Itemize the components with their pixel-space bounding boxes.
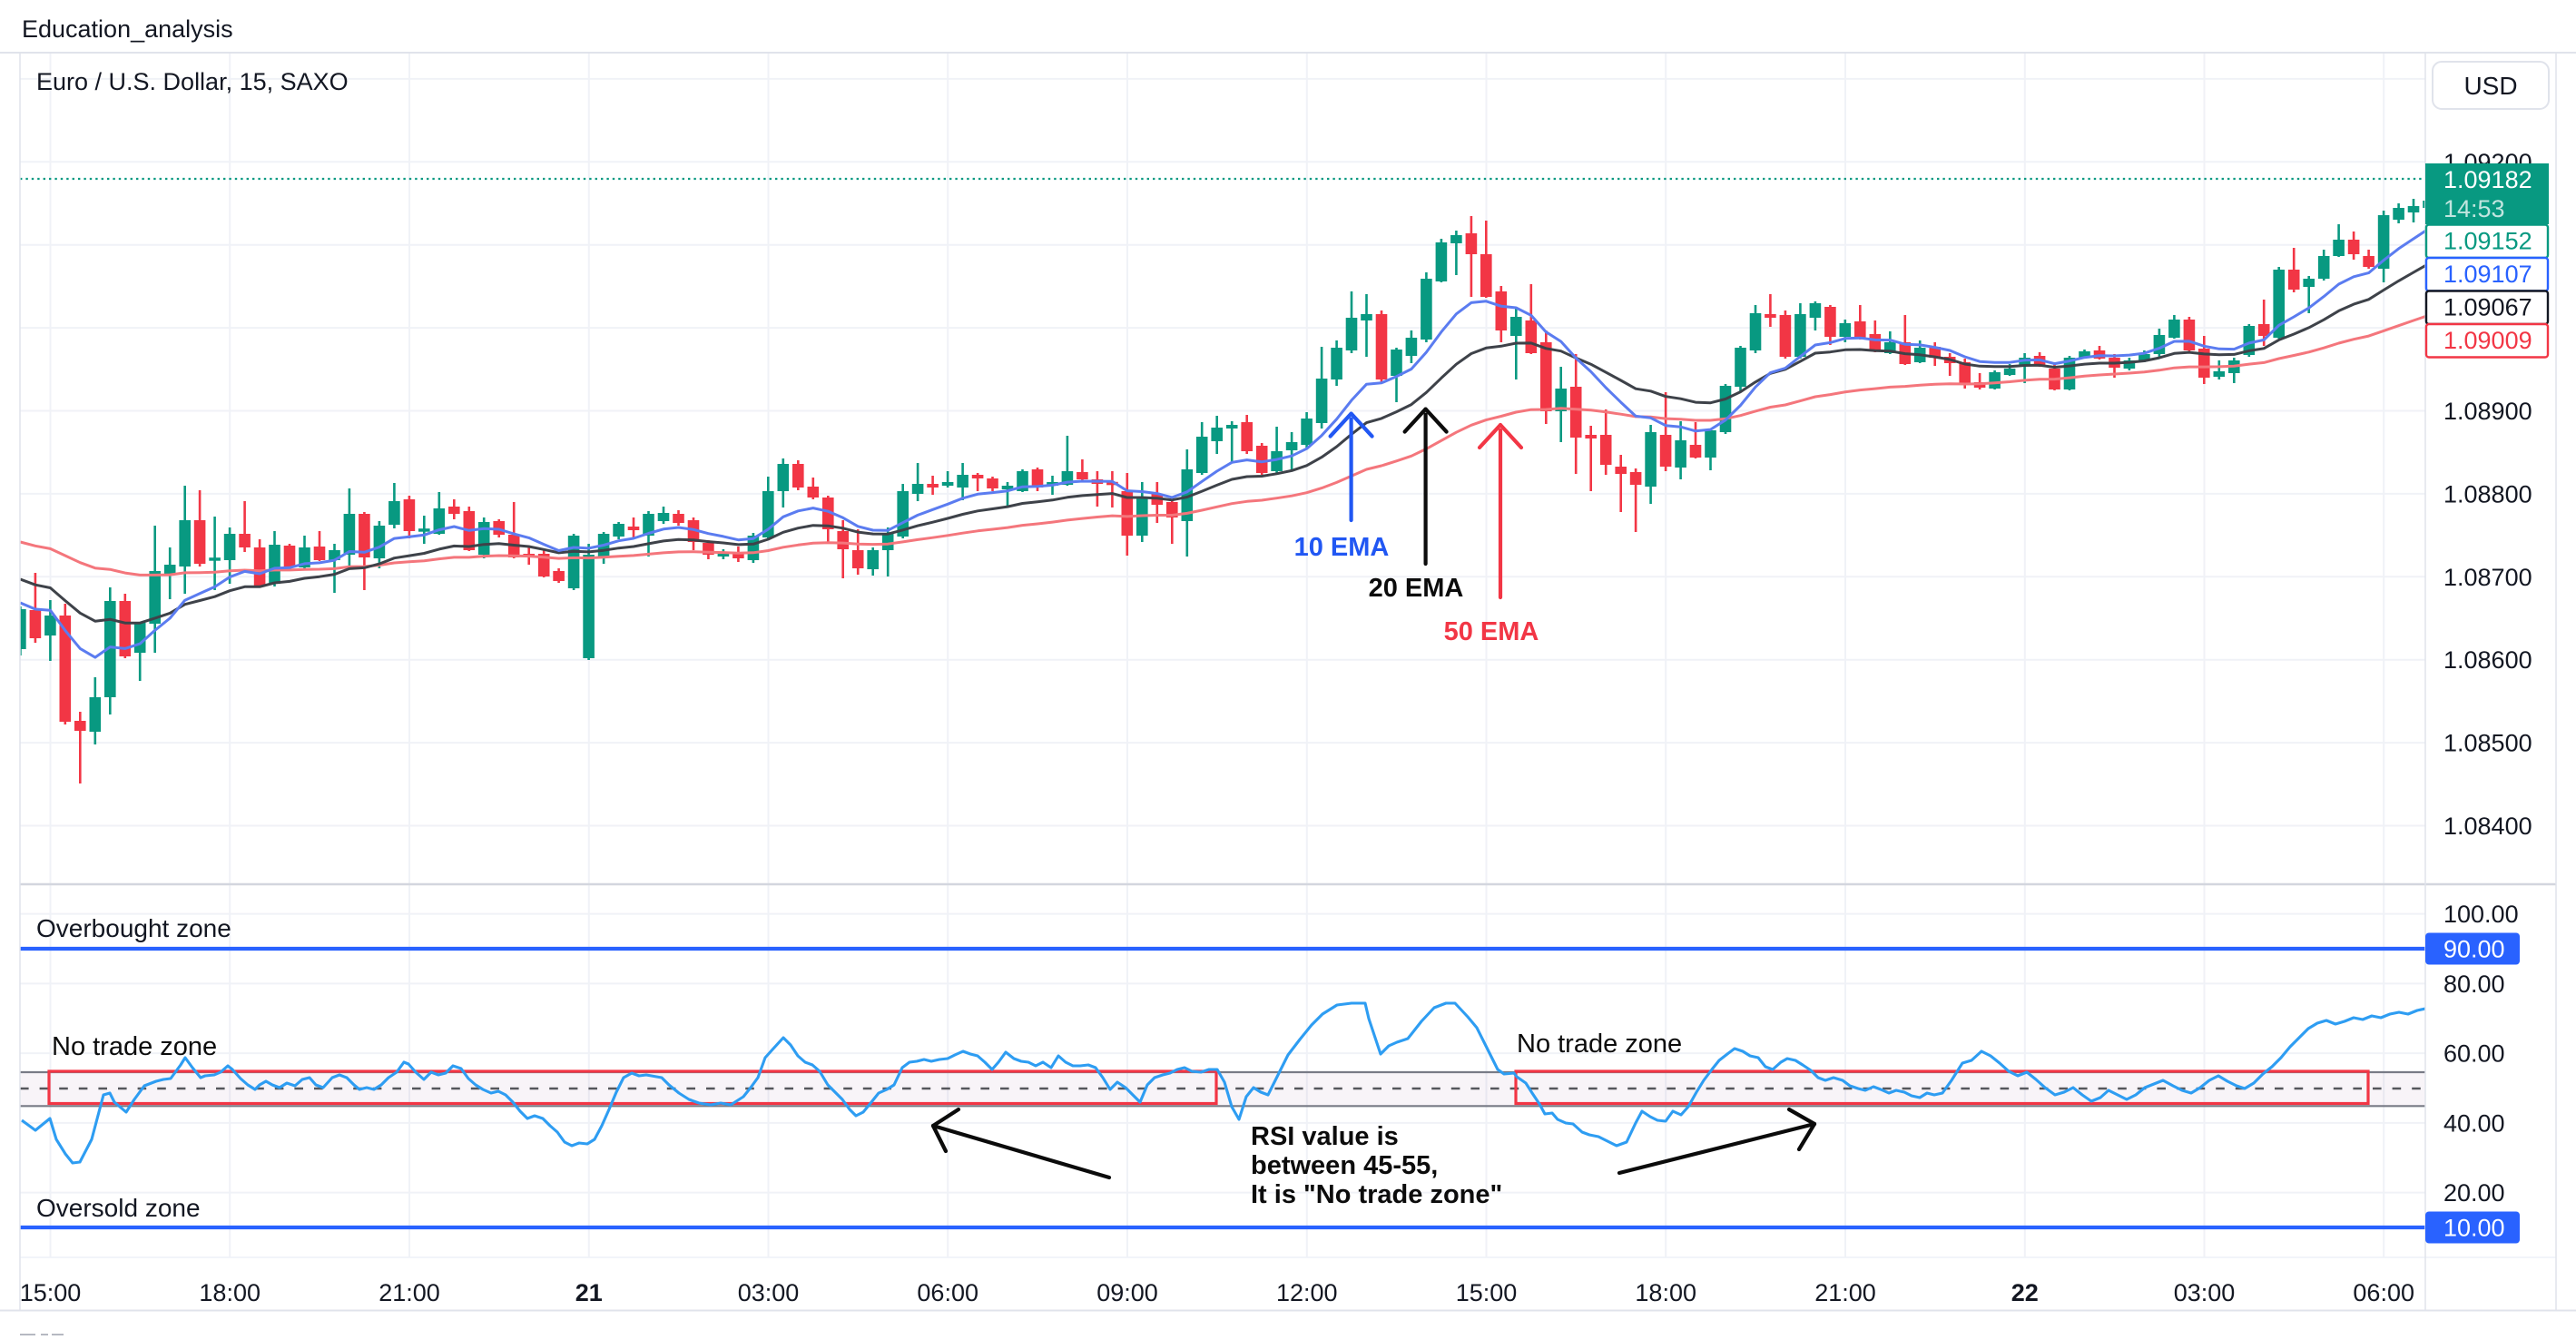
svg-text:60.00: 60.00 <box>2443 1040 2505 1068</box>
svg-text:14:53: 14:53 <box>2443 195 2505 222</box>
svg-text:between 45-55,: between 45-55, <box>1251 1151 1438 1180</box>
svg-text:90.00: 90.00 <box>2443 936 2505 963</box>
svg-text:1.08400: 1.08400 <box>2443 813 2532 840</box>
svg-text:18:00: 18:00 <box>1635 1279 1696 1306</box>
svg-text:1.09107: 1.09107 <box>2443 261 2532 288</box>
svg-text:USD: USD <box>2463 72 2517 100</box>
svg-text:20 EMA: 20 EMA <box>1369 574 1464 603</box>
svg-text:No trade zone: No trade zone <box>52 1032 217 1061</box>
svg-text:1.08700: 1.08700 <box>2443 564 2532 591</box>
svg-text:1.09067: 1.09067 <box>2443 294 2532 321</box>
svg-text:No trade zone: No trade zone <box>1517 1030 1682 1059</box>
svg-text:Euro / U.S. Dollar, 15, SAXO: Euro / U.S. Dollar, 15, SAXO <box>36 68 349 95</box>
svg-text:1.08500: 1.08500 <box>2443 730 2532 757</box>
svg-text:06:00: 06:00 <box>2353 1279 2414 1306</box>
svg-text:12:00: 12:00 <box>1276 1279 1338 1306</box>
svg-text:03:00: 03:00 <box>2174 1279 2236 1306</box>
svg-text:15:00: 15:00 <box>20 1279 82 1306</box>
svg-text:03:00: 03:00 <box>738 1279 800 1306</box>
svg-text:1.09152: 1.09152 <box>2443 228 2532 255</box>
svg-text:1.08600: 1.08600 <box>2443 646 2532 674</box>
svg-text:Oversold zone: Oversold zone <box>36 1194 201 1222</box>
svg-text:21:00: 21:00 <box>1814 1279 1876 1306</box>
svg-text:1.08900: 1.08900 <box>2443 398 2532 425</box>
svg-text:18:00: 18:00 <box>199 1279 261 1306</box>
svg-text:09:00: 09:00 <box>1096 1279 1158 1306</box>
svg-text:It is "No trade zone": It is "No trade zone" <box>1251 1180 1502 1209</box>
svg-text:20.00: 20.00 <box>2443 1179 2505 1207</box>
svg-text:1.08800: 1.08800 <box>2443 480 2532 507</box>
svg-text:1.09182: 1.09182 <box>2443 166 2532 193</box>
svg-text:RSI value is: RSI value is <box>1251 1122 1399 1151</box>
svg-text:100.00: 100.00 <box>2443 901 2519 928</box>
svg-text:50 EMA: 50 EMA <box>1444 617 1539 646</box>
svg-text:1.09009: 1.09009 <box>2443 327 2532 354</box>
svg-text:21: 21 <box>575 1279 603 1306</box>
svg-text:Overbought zone: Overbought zone <box>36 914 231 942</box>
svg-text:15:00: 15:00 <box>1456 1279 1518 1306</box>
svg-text:40.00: 40.00 <box>2443 1109 2505 1137</box>
svg-text:10.00: 10.00 <box>2443 1215 2505 1242</box>
svg-text:Education_analysis: Education_analysis <box>22 15 233 43</box>
svg-text:80.00: 80.00 <box>2443 971 2505 998</box>
svg-text:21:00: 21:00 <box>379 1279 440 1306</box>
svg-text:10 EMA: 10 EMA <box>1294 533 1390 562</box>
svg-text:06:00: 06:00 <box>917 1279 978 1306</box>
svg-text:22: 22 <box>2011 1279 2039 1306</box>
